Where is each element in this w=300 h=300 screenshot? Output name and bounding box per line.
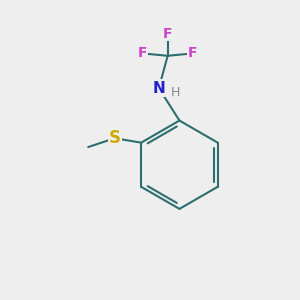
Text: H: H xyxy=(170,86,180,99)
Text: F: F xyxy=(163,27,172,41)
Text: N: N xyxy=(152,81,165,96)
Text: F: F xyxy=(138,46,147,60)
Text: F: F xyxy=(188,46,197,60)
Text: S: S xyxy=(109,129,121,147)
